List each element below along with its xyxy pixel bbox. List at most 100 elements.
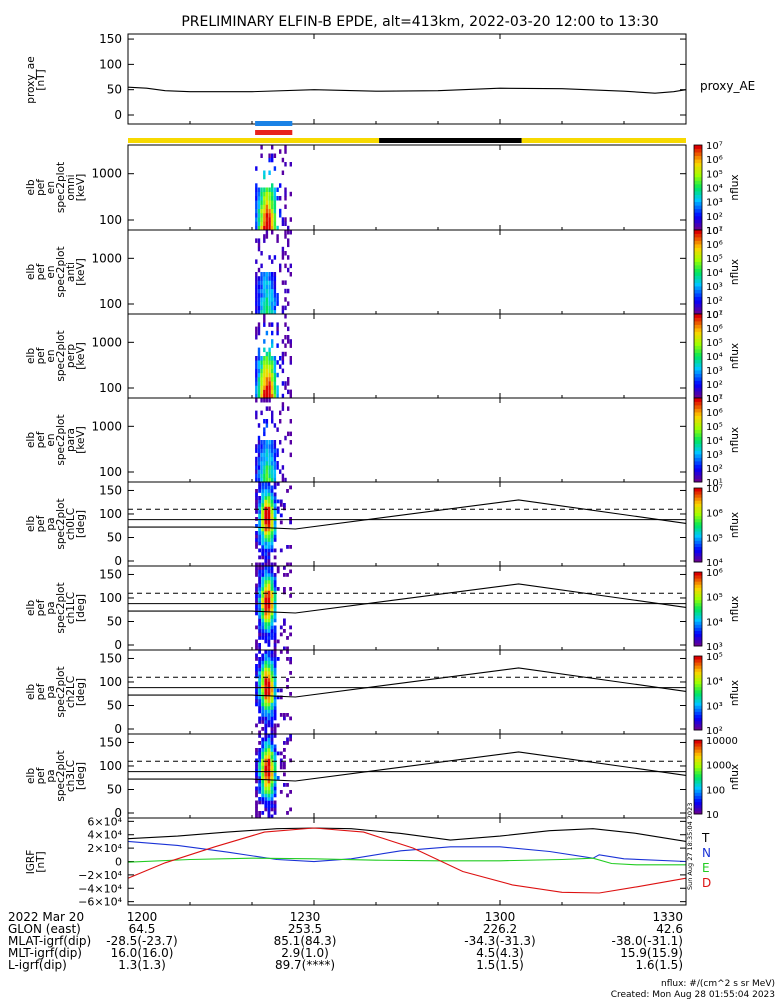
proxy-ae-legend: proxy_AE — [700, 79, 755, 93]
spec3-pixel — [260, 440, 263, 445]
spec2-pixel — [263, 347, 266, 353]
pa2-ytick-label-2: 100 — [99, 675, 122, 689]
science-zone-red-0 — [255, 130, 293, 135]
spec2-cbar-cell-15 — [694, 342, 702, 346]
spec0-pixel — [271, 183, 274, 188]
pa1-pixel — [289, 569, 292, 574]
spec3-pixel — [257, 444, 261, 449]
igrf-legend-E: E — [702, 861, 710, 875]
pa2-pixel — [264, 678, 268, 682]
pa0-pixel — [261, 510, 265, 514]
spec0-pixel — [271, 187, 274, 192]
pa2-cbar-cell-11 — [694, 693, 702, 697]
spec3-pixel — [255, 410, 258, 416]
pa2-pixel — [264, 720, 268, 724]
pa3-cbar-cell-4 — [694, 798, 702, 803]
spec3-cbar-title: nflux — [729, 427, 741, 453]
pa2-pixel — [258, 716, 261, 721]
pa1-pixel — [261, 583, 265, 588]
spec2-pixel — [281, 393, 285, 399]
pa3-pixel — [261, 755, 265, 759]
pa3-pixel — [273, 772, 277, 777]
spec1-pixel — [276, 293, 279, 298]
spec0-pixel — [265, 187, 269, 192]
pa1-ylabel-0: elb — [25, 600, 37, 616]
pa0-pixel — [273, 485, 277, 490]
pa3-pixel — [264, 737, 268, 742]
spec3-pixel — [271, 456, 274, 462]
spec1-pixel — [279, 267, 282, 273]
pa1-cbar-cell-4 — [694, 630, 702, 635]
pa0-ylabel-3: spec2plot — [55, 498, 67, 549]
spec2-cbar-cell-5 — [694, 377, 702, 381]
pa3-pixel — [264, 786, 268, 791]
pa2-pixel — [273, 671, 277, 675]
spec2-panel — [127, 313, 687, 399]
pa1-pixel — [258, 604, 261, 609]
pa1-pixel — [261, 573, 265, 577]
pa3-pixel — [261, 811, 265, 815]
pa2-pixel — [286, 678, 289, 682]
pa2-pixel — [261, 667, 265, 672]
pa2-cbar-label-0: 10² — [706, 726, 723, 737]
spec2-ytick-label-1: 1000 — [91, 335, 122, 349]
spec2-pixel — [268, 364, 271, 369]
spec1-pixel — [268, 284, 271, 290]
spec2-ylabel-3: spec2plot — [55, 330, 67, 381]
pa3-pixel — [261, 737, 265, 742]
pa1-pixel — [283, 590, 286, 595]
pa3-cbar-cell-19 — [694, 752, 702, 756]
pa2-pixel — [270, 664, 274, 668]
spec0-pixel — [268, 157, 271, 163]
spec1-cbar-label-6: 10⁷ — [706, 226, 723, 237]
pa1-pixel — [270, 632, 274, 637]
spec2-cbar-cell-18 — [694, 331, 702, 336]
footer-label-1: GLON (east) — [8, 922, 81, 936]
pa2-pixel — [289, 716, 292, 721]
pa1-pixel — [264, 583, 268, 588]
spec2-pixel — [263, 314, 266, 319]
spec0-pixel — [260, 204, 263, 209]
pa0-pixel — [273, 482, 277, 486]
pa2-pixel — [264, 650, 268, 654]
pa2-cbar-cell-7 — [694, 705, 702, 709]
pa3-pixel — [289, 807, 292, 812]
pa1-pixel — [273, 646, 277, 651]
pa1-pixel — [264, 611, 268, 616]
pa3-pixel — [279, 790, 283, 794]
pa2-pixel — [267, 716, 271, 721]
pa3-pixel — [273, 769, 277, 773]
pa1-pixel — [270, 629, 274, 633]
spec1-cbar-label-0: 10¹ — [706, 310, 723, 321]
spec3-pixel — [263, 431, 266, 437]
spec1-pixel — [257, 288, 261, 294]
spec1-pixel — [255, 238, 258, 243]
spec1-pixel — [268, 272, 271, 277]
spec1-pixel — [271, 284, 274, 290]
pa3-pixel — [258, 811, 261, 815]
pa1-pixel — [273, 615, 277, 619]
pa1-pixel — [255, 604, 258, 609]
spec2-pixel — [265, 360, 269, 365]
spec0-ylabel-5: [keV] — [75, 174, 87, 202]
spec2-ytick-label-0: 100 — [99, 381, 122, 395]
pa0-pixel — [258, 489, 261, 493]
spec3-cbar-label-5: 10⁶ — [706, 408, 723, 419]
spec3-cbar-cell-23 — [694, 398, 702, 402]
spec2-pixel — [265, 368, 269, 374]
pa3-pixel — [264, 765, 268, 770]
pa0-pixel — [255, 524, 258, 528]
pa3-pixel — [286, 811, 289, 815]
spec0-cbar-cell-17 — [694, 166, 702, 171]
pa2-pixel — [286, 657, 289, 661]
pa2-pixel — [273, 702, 277, 707]
pa0-pixel — [289, 562, 292, 567]
spec1-panel — [127, 229, 687, 315]
pa2-pixel — [255, 664, 258, 668]
pa1-pixel — [289, 587, 292, 591]
pa0-pixel — [264, 524, 268, 528]
spec1-pixel — [284, 288, 287, 294]
spec0-pixel — [255, 191, 258, 197]
pa3-pixel — [267, 779, 271, 784]
spec0-pixel — [273, 213, 277, 218]
